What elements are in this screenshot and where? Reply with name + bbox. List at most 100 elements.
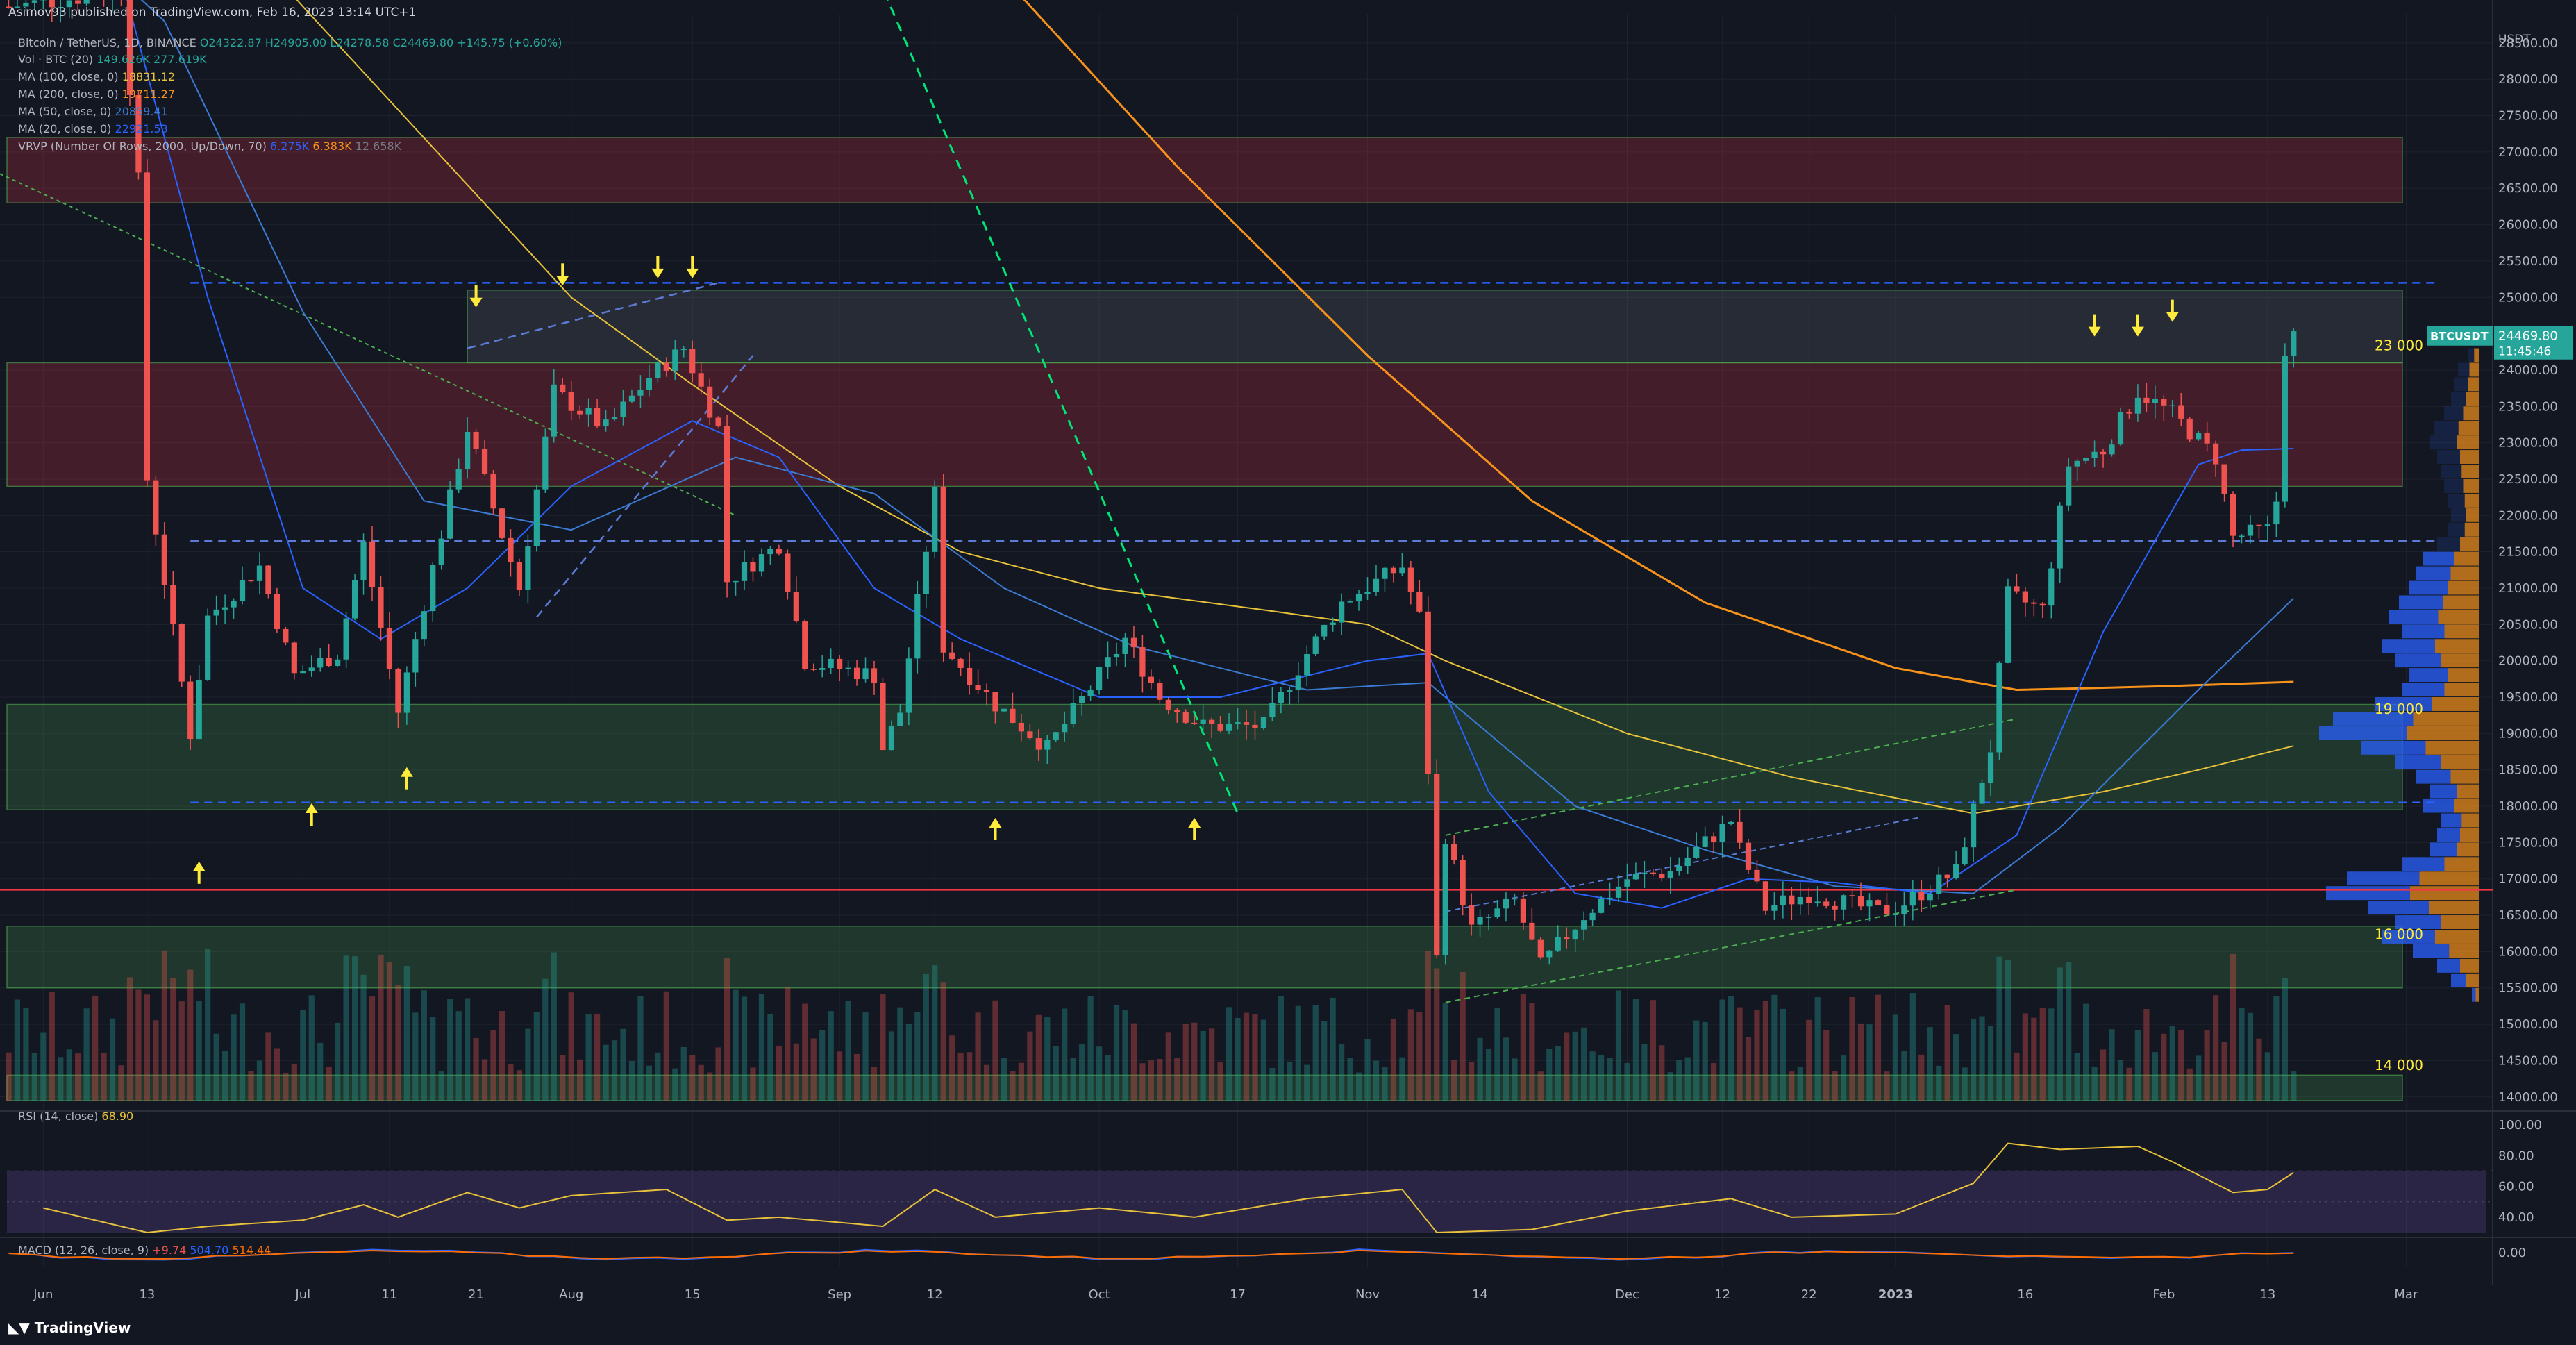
candle-body-19293 — [1330, 622, 1336, 625]
volume-bar-19404 — [2291, 1071, 2297, 1101]
rsi-tick-1: 80.00 — [2498, 1148, 2534, 1163]
time-label-16: 2023 — [1878, 1287, 1913, 1302]
volume-bar-19367 — [1970, 1018, 1977, 1101]
profile-row-down-25 — [2444, 624, 2479, 639]
volume-bar-19348 — [1806, 1019, 1812, 1101]
volume-bar-19259 — [1035, 1014, 1042, 1101]
volume-bar-19377 — [2057, 967, 2063, 1101]
candle-body-19178 — [335, 659, 341, 666]
candle-body-19192 — [455, 469, 462, 490]
candle-body-19240 — [871, 668, 878, 683]
volume-bar-19202 — [542, 978, 549, 1101]
candlesticks — [6, 0, 2297, 965]
volume-bar-19148 — [75, 1053, 81, 1101]
volume-bar-19382 — [2100, 1049, 2107, 1101]
candle-body-19200 — [525, 546, 531, 590]
profile-row-down-41 — [2466, 392, 2479, 406]
volume-bar-19265 — [1087, 996, 1094, 1101]
volume-bar-19321 — [1572, 1031, 1578, 1101]
candle-body-19276 — [1182, 712, 1189, 723]
volume-bar-19154 — [126, 977, 133, 1101]
ma200-value: 19711.27 — [122, 87, 176, 101]
volume-bar-19175 — [308, 995, 315, 1101]
volume-bar-19195 — [481, 1059, 488, 1101]
candle-body-19278 — [1200, 719, 1206, 724]
candle-body-19184 — [386, 628, 393, 669]
candle-body-19204 — [560, 384, 566, 392]
profile-row-down-30 — [2454, 551, 2479, 566]
candle-body-19176 — [317, 658, 324, 668]
candle-body-19280 — [1217, 724, 1223, 731]
volume-bar-19368 — [1979, 1016, 1985, 1101]
candle-body-19158 — [161, 534, 167, 585]
volume-bar-19155 — [135, 989, 142, 1101]
candle-body-19190 — [438, 538, 444, 565]
volume-bar-19157 — [153, 1020, 159, 1101]
volume-bar-19232 — [802, 1003, 808, 1101]
price-tick-22: 17000.00 — [2498, 872, 2558, 887]
volume-bar-19261 — [1053, 1045, 1059, 1101]
time-label-2: Jul — [294, 1287, 310, 1302]
arrow-head-6 — [686, 268, 699, 278]
volume-bar-19288 — [1287, 1061, 1293, 1101]
volume-bar-19400 — [2256, 1038, 2262, 1101]
candle-body-19163 — [205, 615, 211, 680]
volume-bar-19233 — [810, 1038, 817, 1101]
candle-body-19393 — [2196, 433, 2202, 440]
candle-body-19358 — [1892, 914, 1899, 916]
volume-bar-19365 — [1953, 1034, 1959, 1101]
volume-bar-19179 — [343, 955, 349, 1101]
volume-bar-19370 — [1996, 956, 2002, 1101]
zone-red-2 — [6, 362, 2403, 487]
candle-body-19147 — [66, 0, 72, 8]
profile-row-up-31 — [2437, 537, 2460, 551]
candle-body-19308 — [1460, 860, 1466, 905]
trend-lines — [0, 0, 2017, 1003]
candle-body-19250 — [957, 658, 964, 668]
time-label-20: Mar — [2394, 1287, 2418, 1302]
profile-row-up-18 — [2319, 726, 2407, 740]
profile-row-down-18 — [2407, 726, 2479, 740]
candle-body-19322 — [1581, 920, 1587, 930]
volume-bar-19243 — [897, 1007, 903, 1101]
volume-bar-19399 — [2247, 1012, 2254, 1101]
volume-bar-19142 — [23, 1008, 29, 1101]
volume-bar-19331 — [1659, 1045, 1665, 1101]
ohlc-values: O24322.87 H24905.00 L24278.58 C24469.80 … — [199, 36, 562, 49]
volume-bar-19161 — [187, 969, 194, 1101]
volume-bar-19180 — [351, 956, 358, 1101]
candle-body-19348 — [1806, 896, 1812, 903]
candle-body-19180 — [351, 580, 358, 619]
volume-bar-19248 — [940, 982, 946, 1101]
tradingview-logo[interactable]: ◣▼ TradingView — [8, 1319, 131, 1336]
legend-volume: Vol · BTC (20) 149.626K 277.619K — [18, 53, 207, 66]
horizontal-levels — [0, 282, 2493, 891]
volume-bar-19310 — [1477, 1037, 1483, 1101]
volume-bar-19205 — [568, 992, 574, 1101]
rsi-value: 68.90 — [101, 1110, 134, 1123]
volume-bar-19323 — [1589, 1051, 1596, 1101]
volume-bar-19271 — [1139, 1063, 1146, 1101]
arrow-head-1 — [305, 803, 318, 814]
vrvp-down: 6.383K — [312, 140, 352, 153]
candle-body-19191 — [447, 489, 453, 539]
candle-body-19371 — [2005, 586, 2012, 663]
volume-bar-19186 — [403, 966, 410, 1101]
volume-bar-19363 — [1936, 1065, 1942, 1101]
candle-body-19288 — [1287, 690, 1293, 692]
profile-row-down-16 — [2441, 755, 2479, 769]
price-tick-19: 18500.00 — [2498, 763, 2558, 778]
candle-body-19174 — [300, 671, 306, 674]
legend-macd: MACD (12, 26, close, 9) +9.74 504.70 514… — [18, 1244, 271, 1257]
candle-body-19265 — [1087, 690, 1094, 696]
profile-row-up-14 — [2430, 784, 2457, 799]
candle-body-19203 — [551, 384, 557, 437]
volume-bar-19234 — [819, 1030, 826, 1101]
arrow-head-4 — [556, 276, 569, 286]
candle-body-19175 — [308, 667, 315, 671]
profile-row-down-24 — [2435, 639, 2479, 653]
volume-bar-19204 — [560, 1055, 566, 1101]
candle-body-19264 — [1079, 696, 1085, 703]
